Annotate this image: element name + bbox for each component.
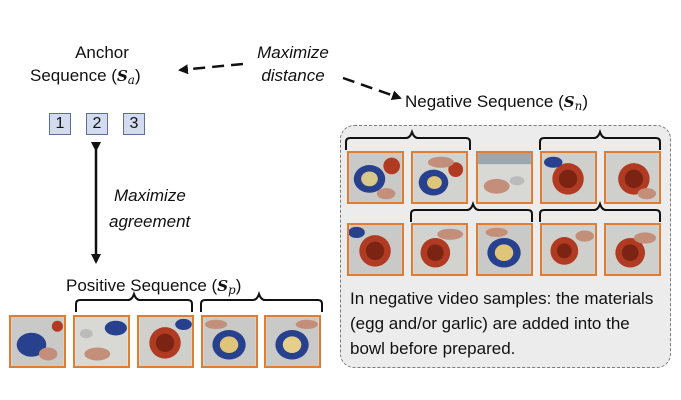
neg-frame-r1-4: [540, 151, 597, 204]
pos-frame-1: [9, 315, 66, 368]
pos-frame-5: [264, 315, 321, 368]
anchor-box-3: 3: [123, 113, 145, 135]
neg-row1-brace-2: [539, 128, 661, 150]
negative-samples-note: In negative video samples: the materials…: [350, 289, 654, 358]
arrow-to-anchor: [178, 62, 244, 75]
negative-sequence-label: Negative Sequence (Sn): [405, 92, 589, 113]
anchor-box-2: 2: [86, 113, 108, 135]
neg-frame-r2-1: [347, 223, 404, 276]
neg-frame-r1-5: [604, 151, 661, 204]
neg-frame-r1-2: [411, 151, 468, 204]
pos-frame-4: [201, 315, 258, 368]
neg-frame-r1-1: [347, 151, 404, 204]
neg-row2-brace-2: [539, 200, 661, 222]
positive-symbol: Sp: [217, 277, 236, 297]
neg-row1-brace-1: [345, 128, 471, 150]
arrow-to-negative: [342, 76, 402, 101]
anchor-label-line2: Sequence (Sa): [30, 66, 141, 87]
maximize-agreement-line1: Maximize: [114, 186, 186, 205]
pos-frame-2: [73, 315, 130, 368]
pos-frame-3: [137, 315, 194, 368]
positive-sequence-label: Positive Sequence (Sp): [66, 276, 242, 297]
neg-frame-r1-3: [476, 151, 533, 204]
maximize-distance-line2: distance: [261, 66, 325, 85]
anchor-symbol: Sa: [116, 67, 135, 87]
neg-frame-r2-4: [540, 223, 597, 276]
neg-row2-brace-1: [410, 200, 533, 222]
negative-symbol: Sn: [563, 93, 583, 113]
neg-frame-r2-5: [604, 223, 661, 276]
pos-brace-2: [200, 290, 323, 312]
neg-frame-r2-2: [411, 223, 468, 276]
maximize-distance-line1: Maximize: [257, 43, 329, 62]
neg-frame-r2-3: [476, 223, 533, 276]
maximize-agreement-line2: agreement: [109, 212, 191, 231]
pos-brace-1: [75, 290, 193, 312]
anchor-label-line1: Anchor: [75, 43, 129, 62]
anchor-box-1: 1: [49, 113, 71, 135]
